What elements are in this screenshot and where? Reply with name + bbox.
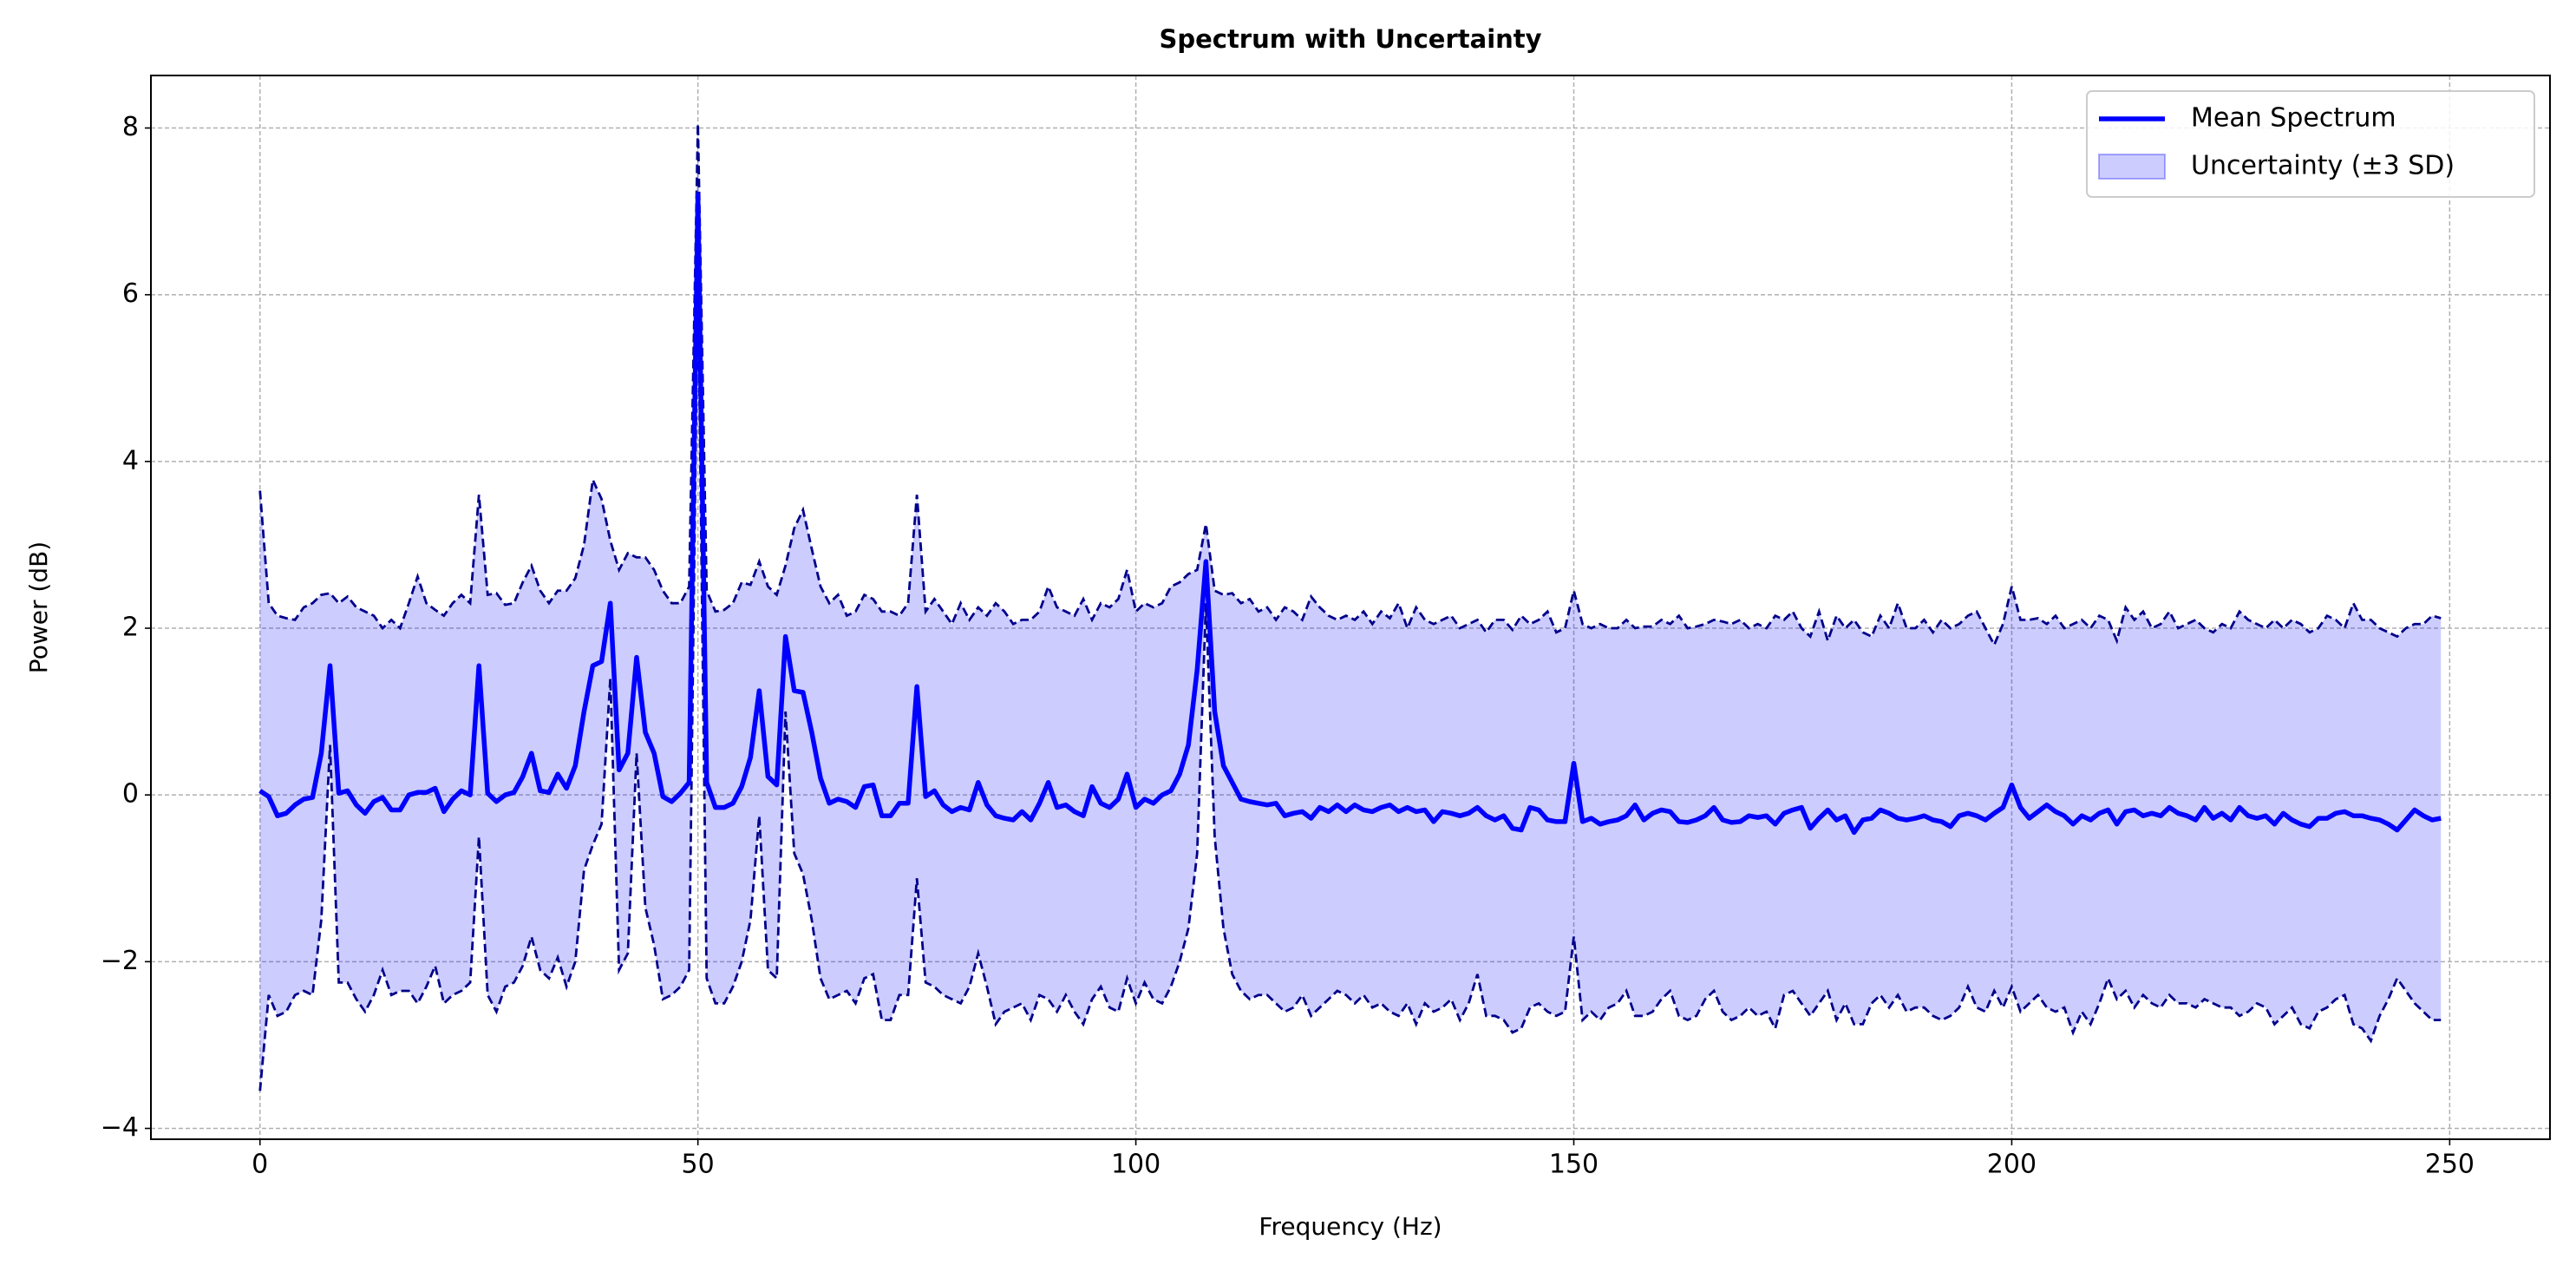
y-tick-label: 8 [122, 112, 139, 142]
x-tick-label: 150 [1549, 1150, 1599, 1180]
x-tick-label: 200 [1987, 1150, 2037, 1180]
y-tick-label: 0 [122, 779, 139, 810]
y-axis-label: Power (dB) [24, 541, 53, 673]
legend-box [2086, 90, 2535, 198]
x-axis-label: Frequency (Hz) [1259, 1212, 1442, 1241]
line-series [258, 192, 2442, 836]
y-tick-label: 2 [122, 613, 139, 643]
chart-title: Spectrum with Uncertainty [1159, 24, 1541, 54]
legend-swatch [2098, 154, 2166, 180]
y-tick-label: 6 [122, 279, 139, 309]
legend-label: Uncertainty (±3 SD) [2191, 151, 2455, 181]
y-tick-label: −4 [101, 1112, 139, 1143]
y-tick-label: 4 [122, 445, 139, 475]
uncertainty-band [259, 123, 2442, 1092]
x-tick-label: 100 [1111, 1150, 1161, 1180]
legend-label: Mean Spectrum [2191, 103, 2396, 134]
x-tick-label: 250 [2425, 1150, 2475, 1180]
band-lower-line [258, 269, 2442, 1092]
x-tick-label: 0 [252, 1150, 268, 1180]
axes-frame [150, 75, 2551, 1140]
x-tick-label: 50 [682, 1150, 715, 1180]
y-tick-label: −2 [101, 946, 139, 976]
